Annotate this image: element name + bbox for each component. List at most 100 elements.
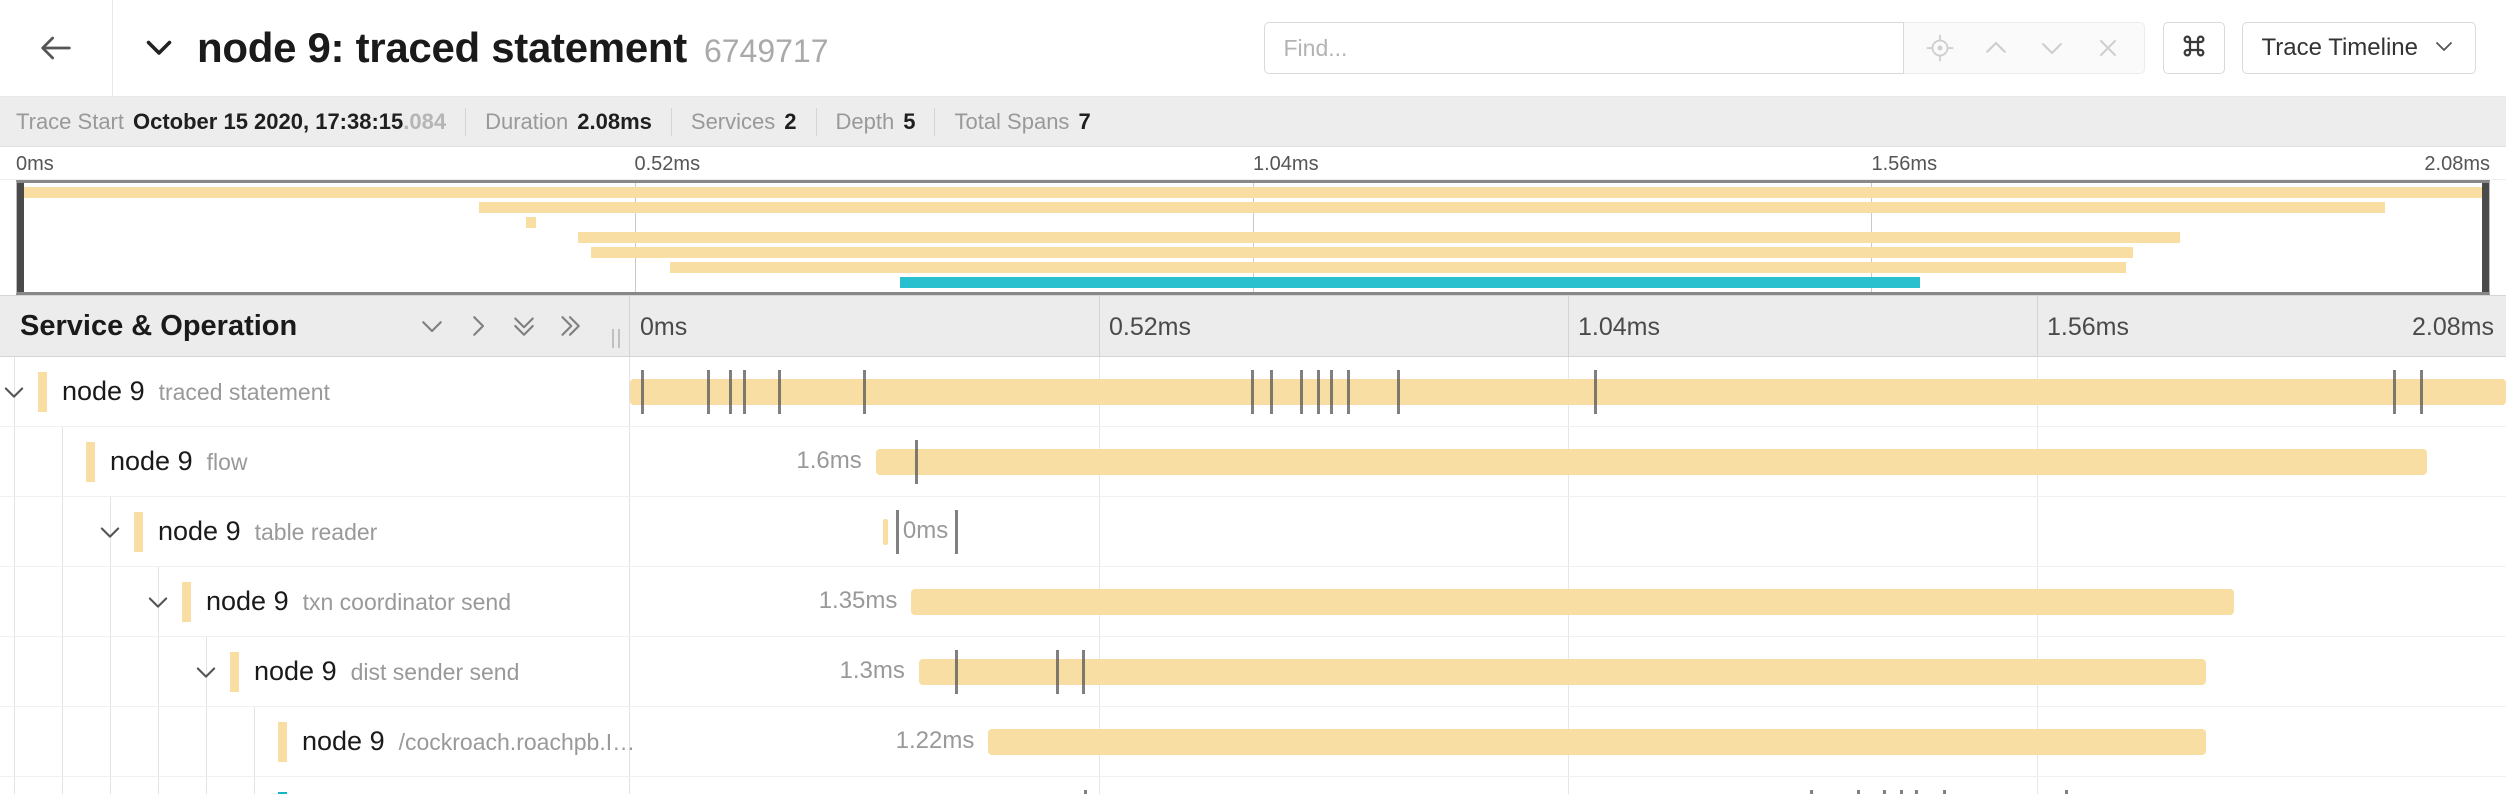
span-log-marker[interactable] — [778, 370, 782, 414]
span-label: node 9 flow — [110, 446, 248, 477]
span-row-label-cell[interactable]: node 9 flow — [0, 427, 630, 496]
span-log-marker[interactable] — [954, 510, 958, 554]
prev-match-icon[interactable] — [1968, 23, 2024, 73]
span-row[interactable]: node 9/cockroach.roachpb.I… 1.22ms — [0, 707, 2506, 777]
span-row-bar-cell[interactable]: 1.3ms — [630, 637, 2506, 706]
span-log-marker[interactable] — [1055, 650, 1059, 694]
span-log-marker[interactable] — [1883, 790, 1887, 794]
trace-meta-bar: Trace Start October 15 2020, 17:38:15.08… — [0, 97, 2506, 147]
span-duration-bar[interactable] — [988, 729, 2206, 755]
minimap-drag-handle-right[interactable] — [2482, 183, 2489, 292]
span-row[interactable]: node 9 table reader 0ms — [0, 497, 2506, 567]
span-log-marker[interactable] — [954, 650, 958, 694]
span-duration-bar[interactable] — [883, 519, 889, 545]
tree-guide-line — [62, 497, 63, 566]
span-log-marker[interactable] — [742, 370, 746, 414]
timeline-gridline — [1568, 296, 1569, 356]
span-log-marker[interactable] — [1329, 370, 1333, 414]
timeline-tick-label: 1.56ms — [2047, 313, 2129, 341]
service-operation-header: Service & Operation — [0, 296, 630, 356]
span-log-marker[interactable] — [1594, 370, 1598, 414]
span-row-bar-cell[interactable]: 0.85ms — [630, 777, 2506, 794]
span-duration-bar[interactable] — [911, 589, 2234, 615]
span-log-marker[interactable] — [2419, 370, 2423, 414]
span-log-marker[interactable] — [1083, 790, 1087, 794]
timeline-gridline — [1099, 497, 1100, 566]
span-row-label-cell[interactable]: node 9 traced statement — [0, 357, 630, 426]
collapse-span-icon[interactable] — [189, 655, 223, 689]
span-log-marker[interactable] — [1810, 790, 1813, 794]
span-row[interactable]: node 4/cockroach.roachpb.I…0.85ms — [0, 777, 2506, 794]
span-log-marker[interactable] — [1346, 370, 1350, 414]
span-duration-bar[interactable] — [918, 659, 2206, 685]
span-log-marker[interactable] — [1269, 370, 1273, 414]
span-log-marker[interactable] — [2393, 370, 2397, 414]
expand-all-icon[interactable] — [549, 305, 591, 347]
span-service-name: node 9 — [206, 586, 289, 616]
service-color-swatch — [230, 652, 239, 692]
span-log-marker[interactable] — [1856, 790, 1860, 794]
span-log-marker[interactable] — [706, 370, 710, 414]
span-row-label-cell[interactable]: node 9/cockroach.roachpb.I… — [0, 707, 635, 776]
span-row[interactable]: node 9 flow 1.6ms — [0, 427, 2506, 497]
collapse-all-icon[interactable] — [503, 305, 545, 347]
trace-minimap[interactable]: 0ms 0.52ms 1.04ms 1.56ms 2.08ms — [0, 147, 2506, 295]
span-log-marker[interactable] — [641, 370, 645, 414]
span-log-marker[interactable] — [2065, 790, 2069, 794]
column-resize-grip[interactable] — [612, 329, 620, 348]
span-row-label-cell[interactable]: node 9 txn coordinator send — [0, 567, 630, 636]
timeline-gridline — [1099, 777, 1100, 794]
search-input[interactable] — [1283, 34, 1884, 62]
span-duration-bar[interactable] — [875, 449, 2428, 475]
span-log-marker[interactable] — [915, 440, 919, 484]
trace-header: node 9: traced statement 6749717 — [0, 0, 2506, 97]
tree-guide-line — [254, 777, 255, 794]
clear-search-icon[interactable] — [2080, 23, 2136, 73]
span-log-marker[interactable] — [1250, 370, 1254, 414]
span-log-marker[interactable] — [1316, 370, 1320, 414]
minimap-drag-handle-left[interactable] — [17, 183, 24, 292]
span-row[interactable]: node 9 traced statement — [0, 357, 2506, 427]
span-duration-bar[interactable] — [630, 379, 2506, 405]
minimap-span-bar — [899, 277, 1921, 288]
span-log-marker[interactable] — [1082, 650, 1086, 694]
span-row-label-cell[interactable]: node 4/cockroach.roachpb.I… — [0, 777, 630, 794]
span-log-marker[interactable] — [896, 510, 900, 554]
back-button[interactable] — [0, 0, 113, 97]
timeline-gridline — [1568, 497, 1569, 566]
span-row-bar-cell[interactable]: 1.22ms — [630, 707, 2506, 776]
span-row-bar-cell[interactable]: 0ms — [630, 497, 2506, 566]
search-box[interactable] — [1263, 22, 1904, 74]
span-log-marker[interactable] — [1943, 790, 1947, 794]
span-row[interactable]: node 9 txn coordinator send 1.35ms — [0, 567, 2506, 637]
view-selector[interactable]: Trace Timeline — [2241, 22, 2476, 74]
tree-guide-line — [14, 567, 15, 636]
minimap-viewport[interactable] — [16, 180, 2490, 295]
span-log-marker[interactable] — [1397, 370, 1401, 414]
minimap-span-bar — [17, 187, 2489, 198]
tree-guide-line — [110, 707, 111, 776]
span-row-label-cell[interactable]: node 9 dist sender send — [0, 637, 630, 706]
span-row-bar-cell[interactable]: 1.35ms — [630, 567, 2506, 636]
chevron-down-icon — [2432, 34, 2456, 63]
span-row-label-cell[interactable]: node 9 table reader — [0, 497, 630, 566]
collapse-span-icon[interactable] — [93, 515, 127, 549]
span-log-marker[interactable] — [1299, 370, 1303, 414]
span-log-marker[interactable] — [1915, 790, 1919, 794]
next-match-icon[interactable] — [2024, 23, 2080, 73]
expand-one-icon[interactable] — [457, 305, 499, 347]
span-log-marker[interactable] — [1900, 790, 1904, 794]
collapse-span-icon[interactable] — [0, 375, 31, 409]
chevron-down-icon[interactable] — [141, 29, 177, 65]
timeline-gridline — [1568, 777, 1569, 794]
span-log-marker[interactable] — [729, 370, 733, 414]
collapse-one-icon[interactable] — [411, 305, 453, 347]
span-row-bar-cell[interactable]: 1.6ms — [630, 427, 2506, 496]
focus-matches-icon[interactable] — [1912, 23, 1968, 73]
span-row[interactable]: node 9 dist sender send 1.3ms — [0, 637, 2506, 707]
span-log-marker[interactable] — [862, 370, 866, 414]
keyboard-shortcuts-button[interactable] — [2162, 22, 2225, 74]
collapse-span-icon[interactable] — [141, 585, 175, 619]
tree-guide-line — [14, 497, 15, 566]
span-row-bar-cell[interactable] — [630, 357, 2506, 426]
